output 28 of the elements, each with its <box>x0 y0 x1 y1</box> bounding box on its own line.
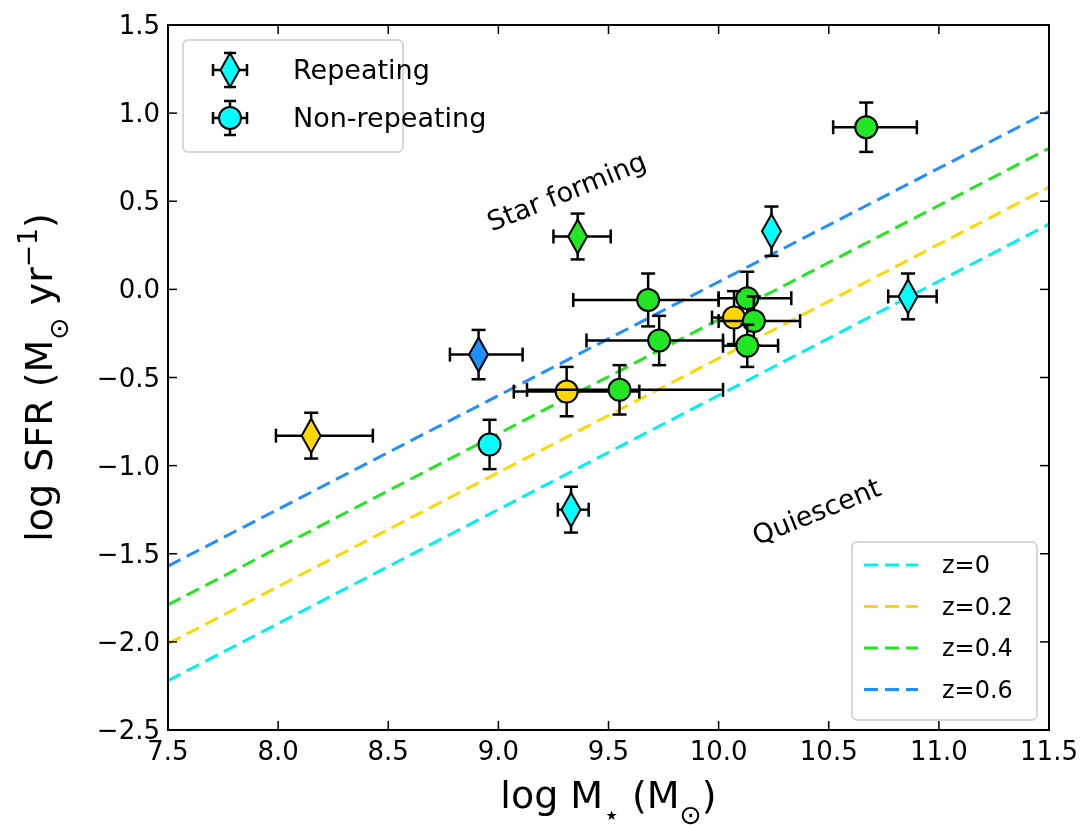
point <box>607 377 632 402</box>
legend-label: z=0.4 <box>942 634 1013 663</box>
legend-label: z=0.6 <box>942 675 1013 704</box>
y-tick-label: 0.0 <box>118 274 160 305</box>
x-tick-label: 11.0 <box>909 736 968 766</box>
x-tick-label: 10.0 <box>689 736 748 766</box>
x-axis-title: log M$_{⋆}$ (M$_{⊙}$) <box>500 773 717 825</box>
y-tick-label: −1.5 <box>96 538 160 569</box>
point <box>735 333 760 358</box>
y-tick-label: 0.5 <box>118 186 160 217</box>
y-tick-label: 1.5 <box>118 10 160 41</box>
legend-label: z=0 <box>942 551 990 580</box>
x-tick-label: 9.5 <box>587 736 630 766</box>
x-tick-label: 9.0 <box>477 736 520 766</box>
x-tick-label: 8.0 <box>257 736 299 766</box>
legend-label: Repeating <box>293 54 430 86</box>
legend-label: Non-repeating <box>293 102 487 134</box>
legend-label: z=0.2 <box>942 592 1013 621</box>
x-tick-label: 10.5 <box>799 736 858 766</box>
y-tick-label: −1.0 <box>96 450 160 481</box>
y-tick-label: 1.0 <box>118 98 160 129</box>
y-tick-label: −0.5 <box>96 362 160 393</box>
point <box>636 287 661 312</box>
y-tick-label: −2.0 <box>96 626 160 657</box>
point <box>854 115 879 140</box>
x-tick-label: 8.5 <box>367 736 409 766</box>
x-tick-label: 11.5 <box>1020 736 1078 766</box>
point <box>647 328 672 353</box>
